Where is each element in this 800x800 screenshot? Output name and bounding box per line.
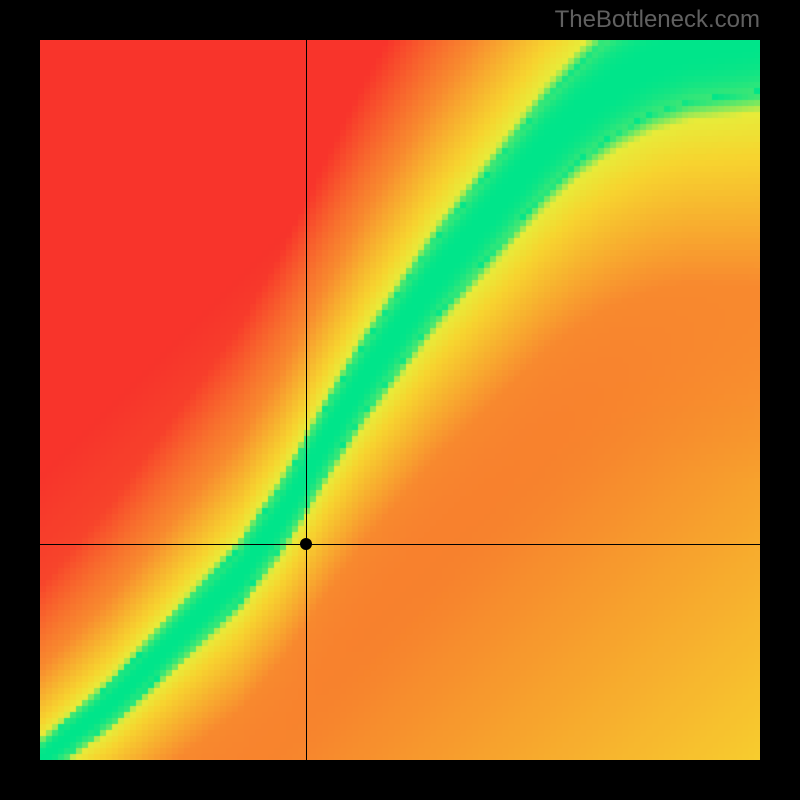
watermark: TheBottleneck.com bbox=[555, 6, 760, 34]
bottleneck-marker bbox=[300, 538, 312, 550]
heatmap-canvas bbox=[40, 40, 760, 760]
plot-area bbox=[40, 40, 760, 760]
crosshair-vertical bbox=[306, 40, 307, 760]
crosshair-horizontal bbox=[40, 544, 760, 545]
